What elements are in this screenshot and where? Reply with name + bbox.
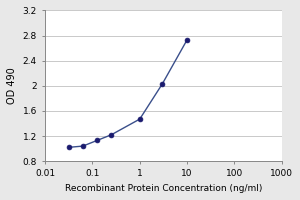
X-axis label: Recombinant Protein Concentration (ng/ml): Recombinant Protein Concentration (ng/ml… <box>65 184 262 193</box>
Y-axis label: OD 490: OD 490 <box>7 67 17 104</box>
